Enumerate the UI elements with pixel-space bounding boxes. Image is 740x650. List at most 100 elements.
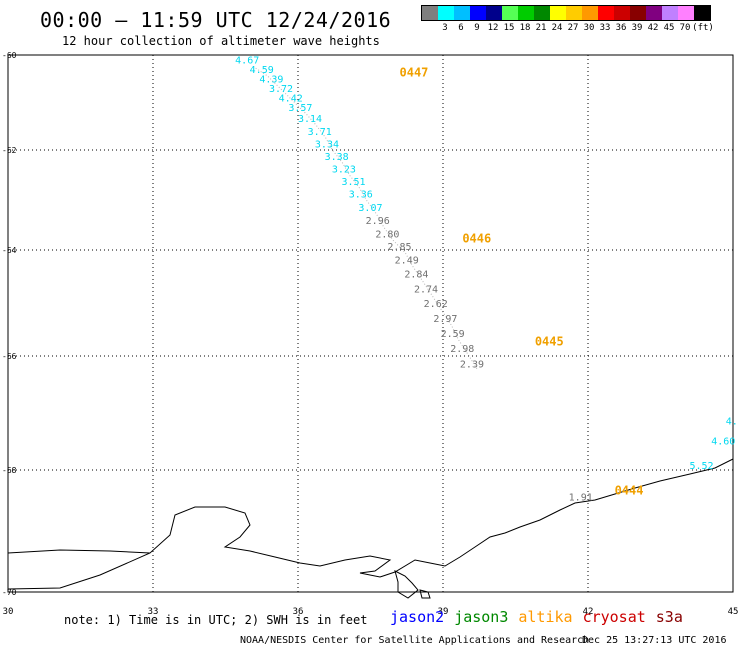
scale-swatch-3	[470, 6, 486, 20]
antarctic-coastline	[7, 458, 734, 590]
scale-label: 39	[631, 23, 643, 33]
lon-tick-label: 36	[293, 607, 304, 617]
scale-label: 24	[551, 23, 563, 33]
lat-tick-label: -64	[2, 246, 17, 255]
credit-text: NOAA/NESDIS Center for Satellite Applica…	[240, 635, 590, 646]
scale-label: 42	[647, 23, 659, 33]
scale-label: 6	[458, 23, 464, 33]
small-island-outline	[419, 589, 431, 599]
ice-shelf-line	[7, 549, 151, 554]
map-title: 00:00 — 11:59 UTC 12/24/2016	[40, 8, 392, 32]
lon-tick-label: 33	[148, 607, 159, 617]
wave-height-label: 3.51	[342, 177, 366, 188]
wave-height-label: 2.59	[441, 329, 465, 340]
pass-time-label: 0446	[462, 232, 491, 246]
wave-height-label: 1.91	[569, 493, 593, 504]
lon-tick-label: 39	[438, 607, 449, 617]
wave-height-label: 3.14	[298, 114, 322, 125]
scale-label: 3	[442, 23, 448, 33]
satellite-s3a: s3a	[655, 608, 683, 626]
scale-swatch-15	[662, 6, 678, 20]
scale-swatch-0	[422, 6, 438, 20]
scale-label: 30	[583, 23, 595, 33]
wave-height-label: 2.98	[450, 344, 474, 355]
satellite-altika: altika	[518, 608, 573, 626]
map-subtitle: 12 hour collection of altimeter wave hei…	[62, 34, 380, 48]
scale-swatch-13	[630, 6, 646, 20]
wave-height-label: 4.39	[259, 75, 283, 86]
lat-tick-label: -62	[2, 146, 17, 155]
scale-swatch-7	[534, 6, 550, 20]
wave-height-label: 4.42	[279, 94, 303, 105]
wave-height-label: 3.34	[315, 140, 339, 151]
timestamp-text: Dec 25 13:27:13 UTC 2016	[582, 635, 727, 646]
scale-swatch-12	[614, 6, 630, 20]
scale-unit: (ft)	[692, 23, 714, 33]
pass-time-label: 0444	[615, 483, 644, 497]
scale-label: 15	[503, 23, 515, 33]
wave-height-label: 3.38	[325, 152, 349, 163]
lon-tick-label: 30	[3, 607, 14, 617]
wave-height-label: 3.71	[308, 127, 332, 138]
scale-label: 70	[679, 23, 691, 33]
satellite-legend: jason2 jason3 altika cryosat s3a	[390, 608, 693, 626]
wave-height-label: 2.80	[375, 230, 399, 241]
lon-tick-label: 42	[583, 607, 594, 617]
wave-height-label: 3.72	[269, 84, 293, 95]
lat-tick-label: -60	[2, 51, 17, 60]
wave-height-label: 2.74	[414, 284, 438, 295]
scale-swatch-17	[694, 6, 710, 20]
scale-swatch-1	[438, 6, 454, 20]
wave-height-label: 4.60	[711, 436, 735, 447]
color-scale-labels: 3 6 9 12 15 18 21 24 27 30 33 36 39 42 45 70 (ft)	[421, 21, 714, 33]
wave-height-label: 3.07	[358, 203, 382, 214]
scale-label: 33	[599, 23, 611, 33]
wave-height-label: 2.49	[395, 255, 419, 266]
scale-label: 12	[487, 23, 499, 33]
scale-swatch-9	[566, 6, 582, 20]
wave-height-label: 4.	[726, 416, 738, 427]
wave-height-label: 2.97	[433, 314, 457, 325]
scale-swatch-16	[678, 6, 694, 20]
wave-height-label: 4.67	[235, 56, 259, 67]
satellite-track	[252, 66, 479, 371]
scale-swatch-8	[550, 6, 566, 20]
satellite-jason3: jason3	[454, 608, 509, 626]
pass-time-label: 0447	[400, 65, 429, 79]
scale-swatch-10	[582, 6, 598, 20]
lat-tick-label: -70	[2, 588, 17, 597]
wave-height-label: 3.36	[349, 190, 373, 201]
scale-swatch-11	[598, 6, 614, 20]
wave-height-label: 2.84	[404, 270, 428, 281]
scale-label: 9	[474, 23, 480, 33]
scale-label: 36	[615, 23, 627, 33]
scale-swatch-2	[454, 6, 470, 20]
scale-label: 18	[519, 23, 531, 33]
wave-height-label: 5.52	[690, 461, 714, 472]
satellite-jason2: jason2	[390, 608, 445, 626]
wave-height-label: 2.62	[424, 299, 448, 310]
units-note: note: 1) Time is in UTC; 2) SWH is in fe…	[64, 613, 368, 627]
map-frame	[7, 54, 734, 593]
scale-swatch-6	[518, 6, 534, 20]
island-outline	[394, 570, 419, 599]
lat-tick-label: -66	[2, 352, 17, 361]
color-scale-legend: 3 6 9 12 15 18 21 24 27 30 33 36 39 42 45 70 (ft)	[421, 5, 714, 33]
wave-height-label: 3.23	[332, 165, 356, 176]
scale-swatch-14	[646, 6, 662, 20]
wave-height-label: 3.57	[288, 103, 312, 114]
wave-height-label: 2.85	[387, 242, 411, 253]
scale-swatch-4	[486, 6, 502, 20]
scale-label: 45	[663, 23, 675, 33]
satellite-cryosat: cryosat	[582, 608, 646, 626]
scale-label: 21	[535, 23, 547, 33]
wave-height-label: 2.39	[460, 359, 484, 370]
pass-time-label: 0445	[535, 334, 564, 348]
scale-label: 27	[567, 23, 579, 33]
scale-swatch-5	[502, 6, 518, 20]
wave-height-label: 2.96	[366, 216, 390, 227]
lat-tick-label: -68	[2, 466, 17, 475]
lon-tick-label: 45	[728, 607, 739, 617]
wave-height-label: 4.59	[250, 65, 274, 76]
